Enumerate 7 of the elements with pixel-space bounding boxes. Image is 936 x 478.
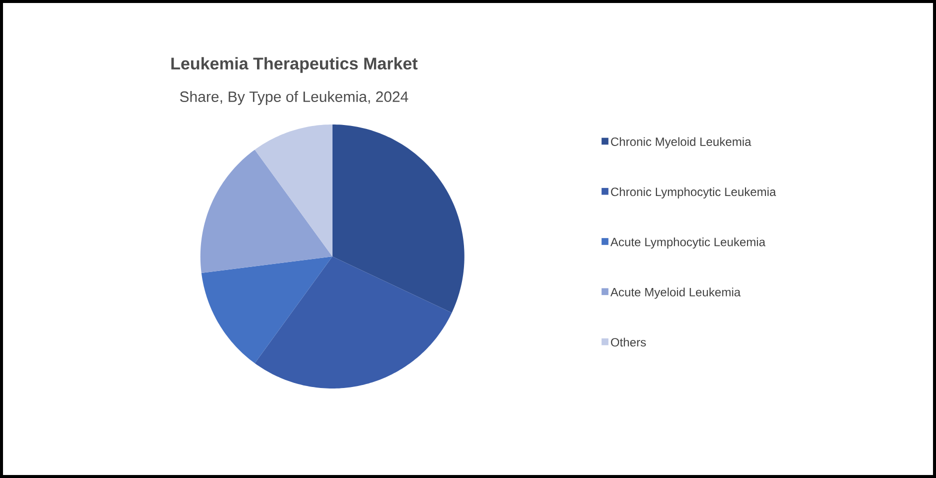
chart-title: Leukemia Therapeutics Market <box>171 57 418 73</box>
legend-label: Others <box>610 338 646 347</box>
legend-label: Chronic Lymphocytic Leukemia <box>611 187 776 198</box>
legend-label: Acute Myeloid Leukemia <box>610 288 741 299</box>
legend-label: Acute Lymphocytic Leukemia <box>610 237 766 249</box>
legend-label: Chronic Myeloid Leukemia <box>611 137 752 148</box>
chart-subtitle: Share, By Type of Leukemia, 2024 <box>180 91 408 105</box>
